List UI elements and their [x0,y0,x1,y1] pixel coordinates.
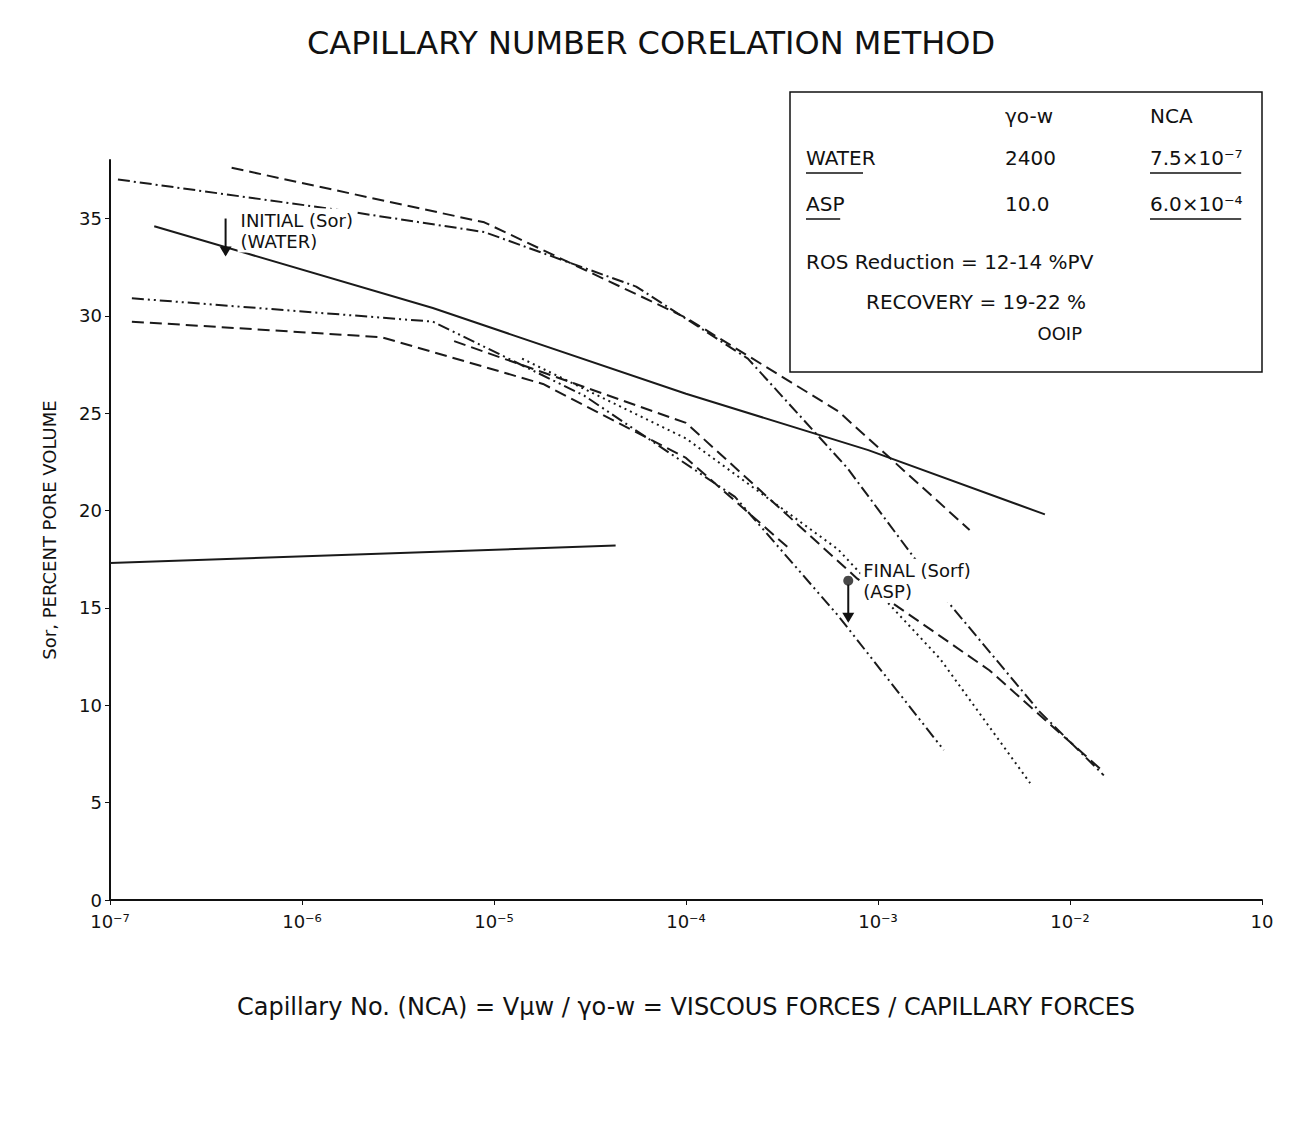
svg-text:0: 0 [91,890,102,911]
svg-text:25: 25 [79,403,102,424]
svg-text:10⁻⁶: 10⁻⁶ [282,911,322,932]
svg-text:10.0: 10.0 [1005,192,1050,216]
svg-text:2400: 2400 [1005,146,1056,170]
svg-text:(ASP): (ASP) [863,581,912,602]
svg-text:NCA: NCA [1150,104,1193,128]
svg-text:γo-w: γo-w [1005,104,1053,128]
svg-text:ROS Reduction = 12-14 %PV: ROS Reduction = 12-14 %PV [806,250,1094,274]
svg-text:7.5×10⁻⁷: 7.5×10⁻⁷ [1150,146,1243,170]
svg-text:10⁻³: 10⁻³ [858,911,898,932]
svg-text:10⁻⁷: 10⁻⁷ [90,911,130,932]
svg-text:FINAL (Sorf): FINAL (Sorf) [863,560,970,581]
svg-text:INITIAL (Sor): INITIAL (Sor) [241,210,353,231]
svg-text:10⁻⁵: 10⁻⁵ [474,911,514,932]
svg-text:OOIP: OOIP [1038,323,1083,344]
svg-text:30: 30 [79,305,102,326]
svg-text:6.0×10⁻⁴: 6.0×10⁻⁴ [1150,192,1243,216]
svg-text:ASP: ASP [806,192,844,216]
svg-text:CAPILLARY NUMBER CORELATION ME: CAPILLARY NUMBER CORELATION METHOD [307,24,995,62]
svg-text:10⁻⁴: 10⁻⁴ [666,911,706,932]
svg-text:15: 15 [79,597,102,618]
svg-text:(WATER): (WATER) [241,231,318,252]
svg-text:10: 10 [79,695,102,716]
svg-text:35: 35 [79,208,102,229]
svg-text:WATER: WATER [806,146,876,170]
svg-text:20: 20 [79,500,102,521]
svg-text:Capillary No. (NCA) = Vμw / γo: Capillary No. (NCA) = Vμw / γo-w = VISCO… [237,993,1135,1021]
svg-text:5: 5 [91,792,102,813]
svg-text:10⁻²: 10⁻² [1050,911,1090,932]
svg-text:10: 10 [1251,911,1274,932]
svg-text:Sor, PERCENT PORE VOLUME: Sor, PERCENT PORE VOLUME [39,400,60,659]
svg-text:RECOVERY = 19-22 %: RECOVERY = 19-22 % [866,290,1086,314]
